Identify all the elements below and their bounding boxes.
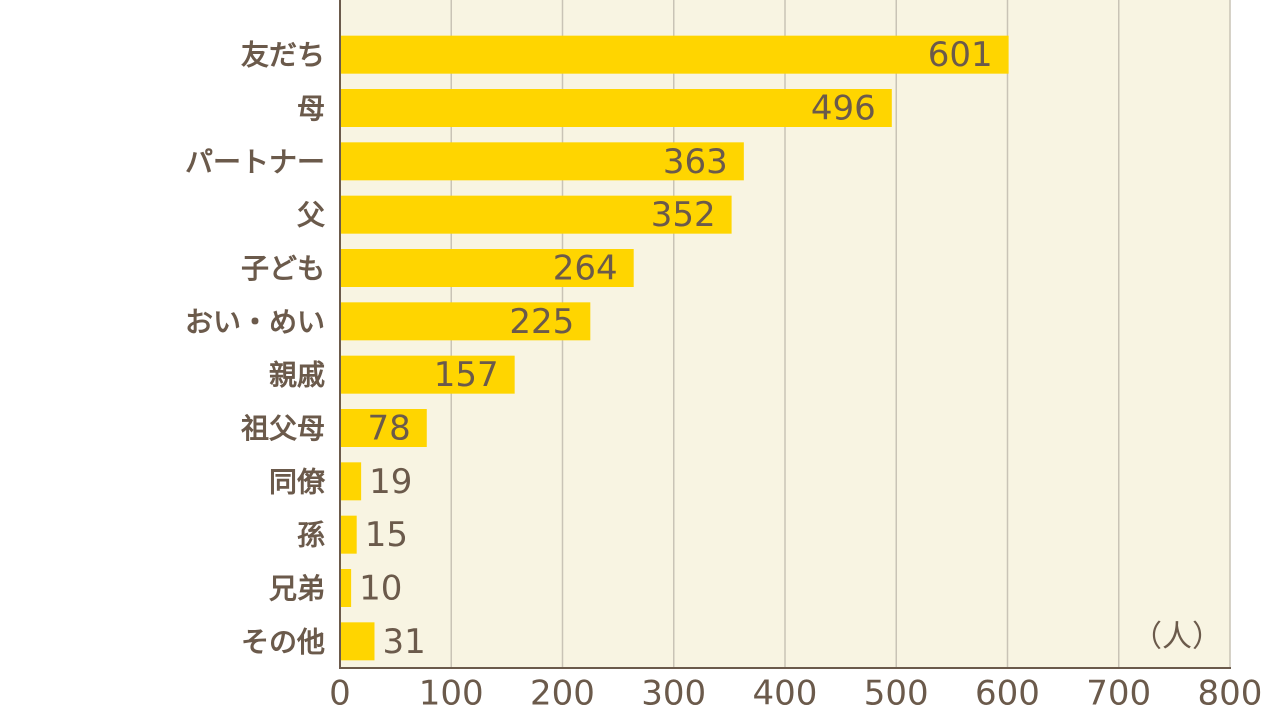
- bar: [340, 569, 352, 607]
- bar: [340, 355, 515, 394]
- value-label: 352: [651, 195, 716, 235]
- bar: [340, 35, 1009, 74]
- y-tick-label: 祖父母: [241, 412, 325, 445]
- bar: [340, 622, 375, 661]
- bar: [340, 249, 634, 287]
- x-tick-label: 300: [641, 674, 706, 714]
- y-tick-label: その他: [241, 625, 325, 658]
- y-tick-label: 父: [297, 199, 326, 232]
- value-label: 78: [368, 409, 411, 449]
- x-tick-label: 0: [329, 674, 351, 714]
- value-label: 225: [509, 302, 574, 342]
- y-tick-label: 母: [297, 92, 325, 125]
- y-tick-label: 同僚: [269, 465, 326, 498]
- value-label: 31: [382, 622, 425, 662]
- x-tick-label: 100: [419, 674, 484, 714]
- y-tick-label: 孫: [297, 519, 325, 552]
- value-label: 157: [434, 355, 499, 395]
- x-tick-label: 700: [1086, 674, 1151, 714]
- value-label: 15: [365, 515, 408, 555]
- x-tick-label: 400: [753, 674, 818, 714]
- x-tick-label: 600: [975, 674, 1040, 714]
- x-tick-label: 800: [1198, 674, 1263, 714]
- value-label: 264: [553, 249, 618, 289]
- bar: [340, 195, 732, 234]
- bar: [340, 142, 744, 181]
- bar: [340, 302, 591, 341]
- y-tick-label: おい・めい: [185, 305, 325, 338]
- unit-label: （人）: [1132, 620, 1222, 655]
- value-label: 601: [928, 35, 993, 75]
- y-tick-label: 親戚: [269, 359, 325, 392]
- x-tick-label: 500: [864, 674, 929, 714]
- y-tick-label: パートナー: [185, 145, 325, 178]
- value-label: 363: [663, 142, 728, 182]
- y-tick-label: 友だち: [241, 39, 325, 72]
- bar: [340, 409, 427, 447]
- value-label: 496: [811, 89, 876, 129]
- value-label: 19: [369, 462, 412, 502]
- bar: [340, 89, 892, 127]
- y-tick-label: 兄弟: [269, 572, 325, 605]
- x-tick-label: 200: [530, 674, 595, 714]
- bar: [340, 515, 357, 554]
- y-tick-label: 子ども: [241, 252, 325, 285]
- bar: [340, 462, 362, 501]
- value-label: 10: [359, 569, 402, 609]
